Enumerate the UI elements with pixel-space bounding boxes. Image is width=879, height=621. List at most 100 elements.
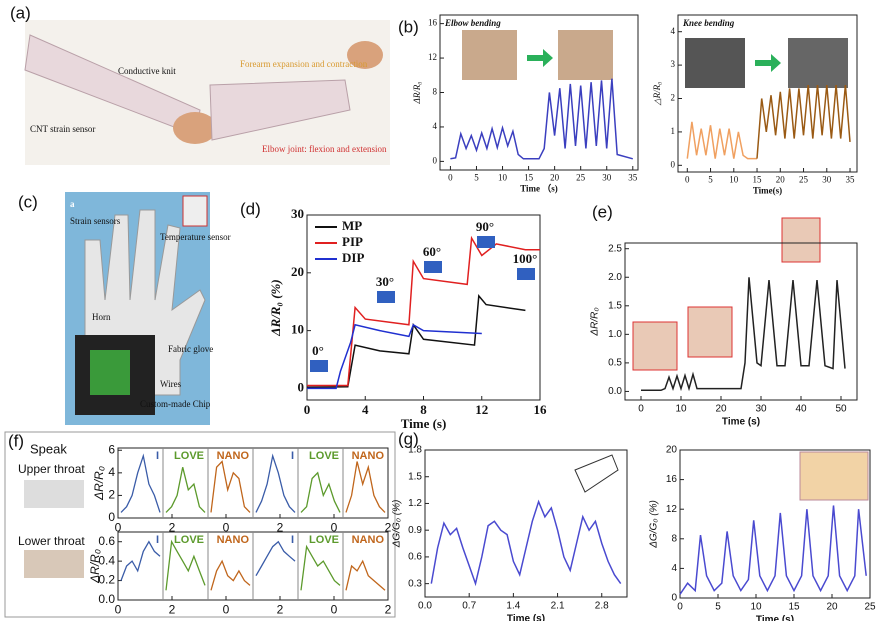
x-tick-label: 30 — [755, 404, 767, 415]
data-line — [687, 122, 757, 159]
y-tick-label: 4 — [671, 26, 676, 36]
y-tick-label: 2 — [671, 93, 676, 103]
segment-label: NANO — [217, 450, 250, 462]
inset-hand — [575, 455, 618, 492]
x-tick-label: 20 — [826, 602, 838, 613]
x-axis-label: Time （s) — [520, 183, 558, 193]
inset-photo — [782, 218, 820, 262]
x-tick-label: 12 — [475, 402, 488, 417]
x-tick-label: 25 — [576, 172, 586, 182]
annotation: a — [70, 199, 75, 209]
segment-label: NANO — [352, 450, 385, 462]
photo-elbow — [462, 30, 517, 80]
x-tick-label: 5 — [708, 174, 713, 184]
annotation: 60° — [423, 244, 441, 259]
y-tick-label: 16 — [428, 18, 438, 28]
segment-label: I — [156, 450, 159, 462]
y-axis-label: ΔR/R₀ — [92, 466, 106, 501]
data-line — [121, 542, 160, 581]
x-tick-label: 10 — [498, 172, 508, 182]
panel-label: (e) — [592, 202, 613, 221]
inset-photo — [688, 307, 732, 357]
x-tick-label: 0 — [448, 172, 453, 182]
y-tick-label: 4 — [433, 121, 438, 131]
annotation: Strain sensors — [70, 216, 121, 226]
y-tick-label: 0.6 — [98, 534, 115, 548]
x-axis-label: Time (s) — [507, 614, 545, 621]
x-tick-label: 15 — [524, 172, 534, 182]
annotation: 0° — [312, 343, 324, 358]
y-axis-label: ΔR/R₀ — [88, 549, 102, 584]
chart-title: Knee bending — [682, 18, 735, 28]
segment-label: I — [156, 534, 159, 546]
data-line — [431, 502, 620, 584]
chart-title: Elbow bending — [444, 18, 501, 28]
y-tick-label: 4 — [108, 465, 115, 479]
y-tick-label: 0.0 — [98, 592, 115, 606]
photo-throat — [24, 480, 84, 508]
annotation: CNT strain sensor — [30, 124, 95, 134]
annotation: Custom-made Chip — [140, 399, 211, 409]
y-tick-label: 0.6 — [408, 552, 422, 563]
x-tick-label: 35 — [628, 172, 638, 182]
x-tick-label: 2 — [385, 603, 392, 617]
x-tick-label: 15 — [788, 602, 800, 613]
data-line — [757, 85, 850, 159]
y-tick-label: 8 — [433, 87, 438, 97]
segment-label: I — [291, 534, 294, 546]
y-tick-label: 12 — [666, 504, 678, 515]
y-tick-label: 0.3 — [408, 578, 422, 589]
x-tick-label: 25 — [864, 602, 876, 613]
annotation: 90° — [476, 219, 494, 234]
segment-label: LOVE — [309, 534, 339, 546]
x-tick-label: 20 — [715, 404, 727, 415]
x-tick-label: 4 — [362, 402, 369, 417]
hand-icon — [377, 291, 395, 303]
x-tick-label: 16 — [534, 402, 548, 417]
y-tick-label: 1.8 — [408, 445, 422, 456]
y-tick-label: 0 — [298, 379, 305, 394]
y-tick-label: 1.5 — [608, 300, 622, 311]
x-tick-label: 40 — [795, 404, 807, 415]
legend-label: MP — [342, 218, 362, 233]
data-line — [256, 542, 295, 576]
photo-knee — [685, 38, 745, 88]
x-tick-label: 2.1 — [551, 601, 565, 612]
x-tick-label: 0 — [685, 174, 690, 184]
y-tick-label: 2.5 — [608, 243, 622, 254]
segment-label: NANO — [352, 534, 385, 546]
annotation: Horn — [92, 312, 111, 322]
y-tick-label: 0 — [433, 155, 438, 165]
y-tick-label: 20 — [666, 445, 678, 456]
data-line — [301, 547, 340, 591]
x-axis-label: Time(s) — [753, 185, 782, 195]
data-line — [346, 462, 385, 513]
data-line — [346, 561, 385, 590]
x-tick-label: 1.4 — [506, 601, 520, 612]
y-axis-label: ΔR/R₀ — [412, 82, 422, 105]
data-line — [211, 561, 250, 590]
annotation: Lower throat — [18, 534, 85, 548]
y-axis-label: ΔG/G₀ (%) — [392, 500, 403, 549]
y-tick-label: 8 — [671, 533, 677, 544]
y-axis-label: ΔG/G₀ (%) — [649, 500, 660, 549]
y-tick-label: 2.0 — [608, 272, 622, 283]
y-tick-label: 16 — [666, 474, 678, 485]
y-tick-label: 0.9 — [408, 525, 422, 536]
annotation: Fabric glove — [168, 344, 213, 354]
photo-throat — [24, 550, 84, 578]
x-tick-label: 2.8 — [595, 601, 609, 612]
panel-label: (f) — [8, 431, 24, 450]
legend-label: DIP — [342, 250, 364, 265]
x-tick-label: 25 — [799, 174, 809, 184]
x-tick-label: 2 — [277, 603, 284, 617]
x-tick-label: 10 — [729, 174, 739, 184]
x-tick-label: 10 — [750, 602, 762, 613]
annotation: Forearm expansion and contraction — [240, 59, 368, 69]
annotation: Wires — [160, 379, 182, 389]
data-line — [256, 456, 295, 513]
panel-label: (a) — [10, 3, 31, 22]
y-tick-label: 30 — [291, 206, 304, 221]
hand-icon — [517, 268, 535, 280]
x-tick-label: 0 — [331, 603, 338, 617]
